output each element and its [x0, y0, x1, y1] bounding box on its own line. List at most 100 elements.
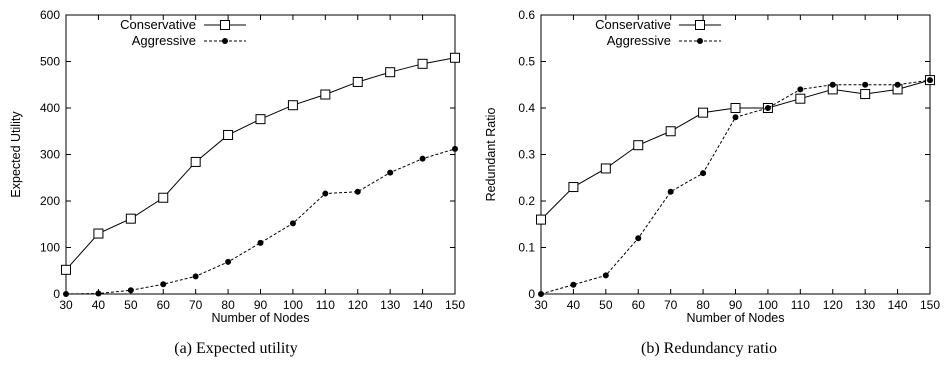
data-point-aggressive	[63, 291, 69, 297]
caption-redundancy-ratio: (b) Redundancy ratio	[641, 340, 777, 357]
data-point-conservative	[860, 89, 871, 100]
chart-redundancy-ratio: 30 40 50 60 70 80 90 100 110 120 130 140 150 0 0.1 0.2 0…	[484, 8, 940, 325]
y-tick-label: 0	[53, 287, 60, 301]
data-point-aggressive	[95, 290, 102, 297]
data-point-aggressive	[354, 188, 361, 195]
x-tick-label: 50	[599, 298, 613, 312]
series-line-conservative	[65, 57, 456, 271]
data-point-aggressive	[927, 77, 933, 84]
x-tick-label: 70	[189, 298, 203, 312]
y-tick-label: 0.3	[518, 148, 535, 162]
data-point-conservative	[352, 76, 363, 87]
data-point-conservative	[417, 58, 428, 69]
data-point-aggressive	[797, 86, 804, 93]
caption-expected-utility: (a) Expected utility	[174, 340, 298, 357]
data-point-conservative	[125, 213, 136, 224]
data-point-conservative	[190, 156, 201, 167]
data-point-conservative	[255, 114, 266, 125]
data-point-conservative	[93, 228, 104, 239]
x-tick-label: 60	[157, 298, 171, 312]
data-point-conservative	[698, 107, 709, 118]
data-point-conservative	[730, 103, 741, 113]
legend-marker-conservative	[695, 20, 705, 30]
data-point-aggressive	[700, 170, 707, 177]
data-point-aggressive	[225, 258, 232, 265]
data-point-aggressive	[289, 220, 296, 227]
plot-frame	[65, 14, 456, 295]
x-tick-label: 130	[855, 298, 875, 312]
x-tick-label: 140	[413, 298, 433, 312]
x-tick-label: 30	[534, 298, 548, 312]
data-point-conservative	[665, 126, 676, 137]
data-point-aggressive	[387, 169, 394, 176]
data-point-conservative	[536, 214, 546, 225]
x-tick-label: 110	[316, 298, 335, 312]
y-tick-label: 0.5	[518, 55, 535, 69]
x-tick-label: 140	[888, 298, 908, 312]
data-point-conservative	[287, 100, 298, 111]
legend-label-conservative: Conservative	[120, 17, 196, 32]
x-tick-label: 80	[696, 298, 710, 312]
data-point-aggressive	[538, 291, 544, 297]
legend-marker-aggressive	[697, 38, 703, 44]
legend-label-aggressive: Aggressive	[132, 33, 196, 48]
data-point-aggressive	[570, 281, 577, 288]
legend-marker-aggressive	[222, 38, 228, 44]
x-tick-label: 50	[124, 298, 138, 312]
x-tick-label: 110	[791, 298, 810, 312]
data-point-aggressive	[829, 81, 836, 88]
y-tick-label: 0.1	[518, 241, 535, 255]
data-point-aggressive	[257, 239, 264, 246]
data-point-conservative	[61, 264, 71, 275]
x-tick-label: 90	[729, 298, 743, 312]
y-tick-label: 0.6	[518, 8, 535, 22]
x-tick-label: 120	[348, 298, 368, 312]
legend-label-conservative: Conservative	[595, 17, 671, 32]
data-point-conservative	[450, 52, 460, 63]
data-point-aggressive	[732, 114, 739, 121]
y-tick-label: 500	[40, 55, 60, 69]
data-point-conservative	[568, 182, 579, 193]
x-tick-label: 40	[567, 298, 581, 312]
y-tick-label: 0.4	[518, 101, 535, 115]
data-point-conservative	[320, 89, 331, 100]
data-point-aggressive	[452, 145, 458, 152]
y-tick-label: 300	[40, 148, 60, 162]
y-tick-label: 0.2	[518, 194, 535, 208]
y-tick-label: 100	[40, 241, 60, 255]
data-point-aggressive	[192, 273, 199, 280]
data-point-aggressive	[862, 81, 869, 88]
data-point-conservative	[600, 163, 611, 174]
data-point-aggressive	[127, 287, 134, 294]
y-axis-label: Expected Utility	[9, 111, 23, 198]
data-point-aggressive	[160, 281, 167, 288]
y-axis-label: Redundant Ratio	[484, 108, 498, 202]
x-tick-label: 150	[445, 298, 465, 312]
y-tick-label: 200	[40, 194, 60, 208]
x-tick-label: 70	[664, 298, 678, 312]
series-line-conservative	[540, 79, 931, 220]
x-tick-label: 130	[380, 298, 400, 312]
x-tick-label: 120	[823, 298, 843, 312]
x-tick-label: 40	[92, 298, 106, 312]
x-tick-label: 90	[254, 298, 268, 312]
y-tick-label: 400	[40, 101, 60, 115]
chart-expected-utility: 30 40 50 60 70 80 90 100 110 120 130 140 150 0 100 200 3…	[9, 8, 465, 325]
y-tick-label: 600	[40, 8, 60, 22]
y-tick-label: 0	[528, 287, 535, 301]
data-point-aggressive	[322, 190, 329, 197]
x-tick-label: 30	[59, 298, 73, 312]
x-tick-label: 100	[758, 298, 778, 312]
legend-marker-conservative	[220, 20, 230, 30]
data-point-aggressive	[667, 188, 674, 195]
data-point-conservative	[385, 67, 396, 78]
data-point-aggressive	[764, 105, 771, 111]
data-point-aggressive	[602, 272, 609, 279]
x-axis-label: Number of Nodes	[212, 311, 310, 325]
data-point-aggressive	[894, 81, 901, 88]
data-point-conservative	[633, 140, 644, 151]
data-point-aggressive	[635, 235, 642, 242]
x-axis-label: Number of Nodes	[687, 311, 785, 325]
data-point-aggressive	[419, 155, 426, 162]
x-tick-label: 100	[283, 298, 303, 312]
